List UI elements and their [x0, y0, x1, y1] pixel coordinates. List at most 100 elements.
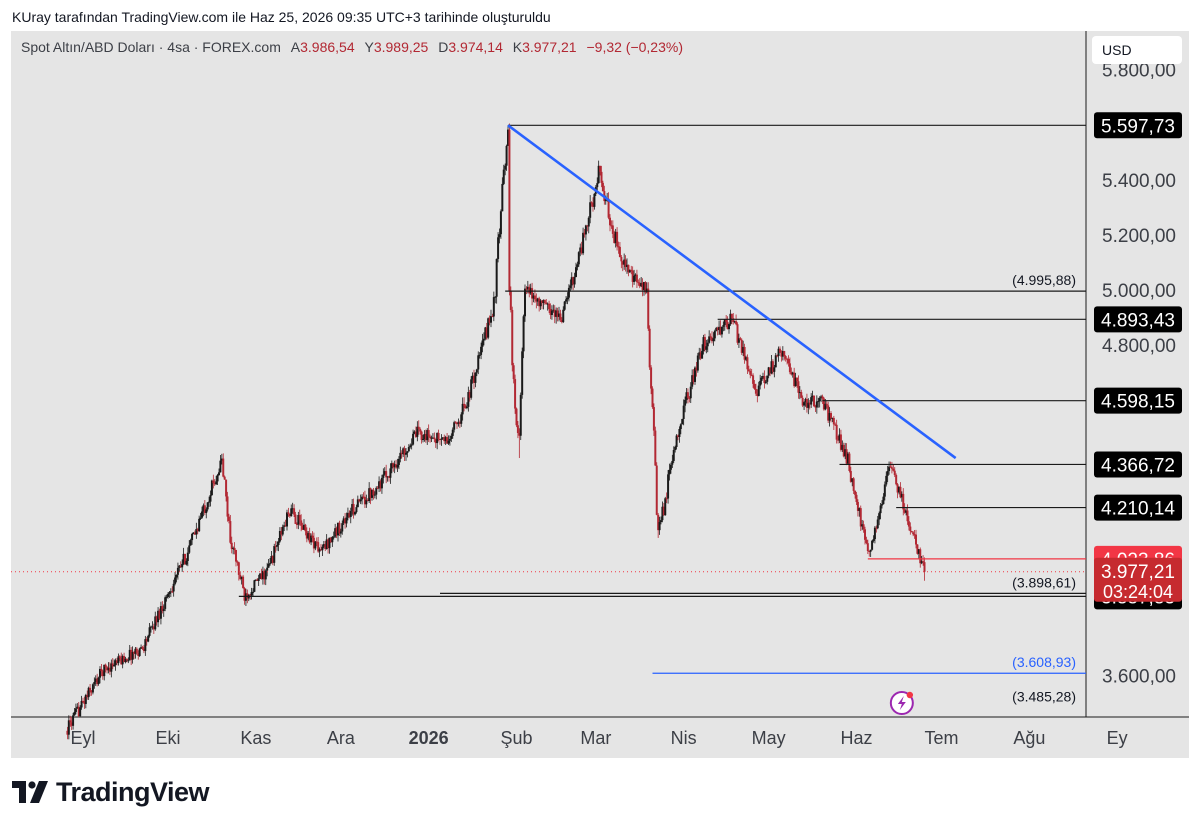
candle-body: [324, 544, 327, 550]
countdown-label: 03:24:04: [1103, 582, 1173, 602]
candle-body: [130, 649, 133, 660]
candle-body: [801, 397, 804, 406]
price-chart[interactable]: 3.600,00 4.800,00 5.000,00 5.200,00 5.400,00…: [11, 31, 1189, 758]
y-tick-label: 5.200,00: [1102, 226, 1176, 247]
candle-body: [922, 561, 925, 563]
x-tick-label: Ağu: [1013, 728, 1045, 748]
candle-body: [213, 483, 216, 485]
candle-body: [488, 318, 491, 323]
candle-body: [369, 488, 372, 498]
candle-body: [198, 518, 201, 532]
x-tick-label: Eki: [155, 728, 180, 748]
candle-body: [900, 493, 903, 498]
candle-body: [290, 508, 293, 517]
candle-body: [862, 524, 865, 530]
candle-body: [597, 165, 600, 184]
candle-body: [577, 252, 580, 265]
y-tick-label: 3.600,00: [1102, 667, 1176, 688]
candle-body: [907, 521, 910, 527]
price-tag: [1094, 112, 1182, 139]
chart-area[interactable]: 3.600,00 4.800,00 5.000,00 5.200,00 5.400,00…: [11, 31, 1189, 758]
candle-body: [363, 496, 366, 505]
candle-body: [712, 338, 715, 342]
y-tick-label: 4.800,00: [1102, 336, 1176, 357]
candle-body: [99, 668, 101, 678]
candle-body: [601, 182, 604, 192]
candle-body: [114, 660, 117, 666]
candle-body: [740, 339, 743, 353]
candle-body: [705, 346, 708, 350]
candle-body: [774, 355, 777, 368]
candle-body: [685, 392, 688, 400]
currency-button[interactable]: USD: [1092, 36, 1182, 64]
candle-body: [392, 463, 395, 468]
candle-body: [468, 392, 471, 398]
candle-body: [686, 392, 689, 398]
candle-body: [157, 610, 160, 623]
candle-body: [67, 720, 70, 735]
x-tick-label: 2026: [409, 728, 449, 748]
candle-body: [439, 439, 441, 441]
candle-body: [293, 508, 296, 515]
candle-body: [359, 499, 362, 502]
candle-body: [150, 626, 152, 628]
x-tick-label: Haz: [840, 728, 872, 748]
candle-body: [677, 435, 679, 438]
candle-body: [80, 700, 83, 708]
symbol-name[interactable]: Spot Altın/ABD Doları · 4sa · FOREX.com: [21, 39, 281, 55]
candle-body: [266, 567, 269, 571]
candle-body: [484, 327, 487, 339]
candle-body: [780, 352, 783, 357]
candle-body: [786, 358, 789, 360]
candle-body: [586, 225, 589, 227]
candle-body: [420, 431, 423, 440]
candle-body: [276, 545, 279, 547]
candle-body: [461, 403, 464, 415]
candle-body: [623, 259, 626, 265]
candle-body: [730, 313, 733, 319]
candle-body: [559, 313, 562, 320]
candle-body: [273, 546, 276, 563]
candle-body: [162, 608, 165, 612]
candle-body: [682, 405, 685, 419]
candle-body: [865, 539, 868, 544]
candle-body: [305, 531, 308, 539]
candle-body: [271, 556, 274, 563]
candle-body: [817, 401, 820, 403]
candle-body: [101, 671, 104, 677]
candle-body: [311, 535, 314, 538]
candle-body: [779, 348, 781, 353]
candle-body: [147, 635, 150, 642]
candle-body: [72, 715, 75, 726]
low-label: D: [438, 39, 449, 55]
candle-body: [210, 480, 213, 496]
high-value: 3.989,25: [373, 39, 429, 55]
candle-body: [504, 165, 507, 170]
candle-body: [124, 658, 127, 663]
tradingview-logo[interactable]: TradingView: [12, 776, 210, 808]
candle-body: [573, 276, 576, 285]
candle-body: [203, 505, 206, 513]
candle-body: [722, 325, 725, 327]
candle-body: [274, 546, 277, 548]
candle-body: [664, 498, 667, 516]
candle-body: [592, 202, 594, 207]
candle-body: [580, 247, 583, 254]
candle-body: [626, 264, 628, 268]
candle-body: [628, 269, 631, 273]
candle-body: [692, 375, 695, 382]
candle-body: [616, 231, 619, 247]
candle-body: [257, 578, 260, 581]
candle-body: [475, 369, 478, 373]
candle-body: [788, 363, 791, 373]
candle-body: [563, 301, 566, 310]
candle-body: [737, 338, 740, 343]
tradingview-logo-icon: [12, 781, 48, 803]
x-tick-label: Ey: [1107, 728, 1128, 748]
candle-body: [808, 402, 811, 405]
candle-body: [725, 319, 728, 322]
candle-body: [910, 531, 913, 533]
candle-body: [665, 498, 668, 500]
candle-body: [742, 346, 745, 353]
candle-body: [419, 429, 422, 432]
